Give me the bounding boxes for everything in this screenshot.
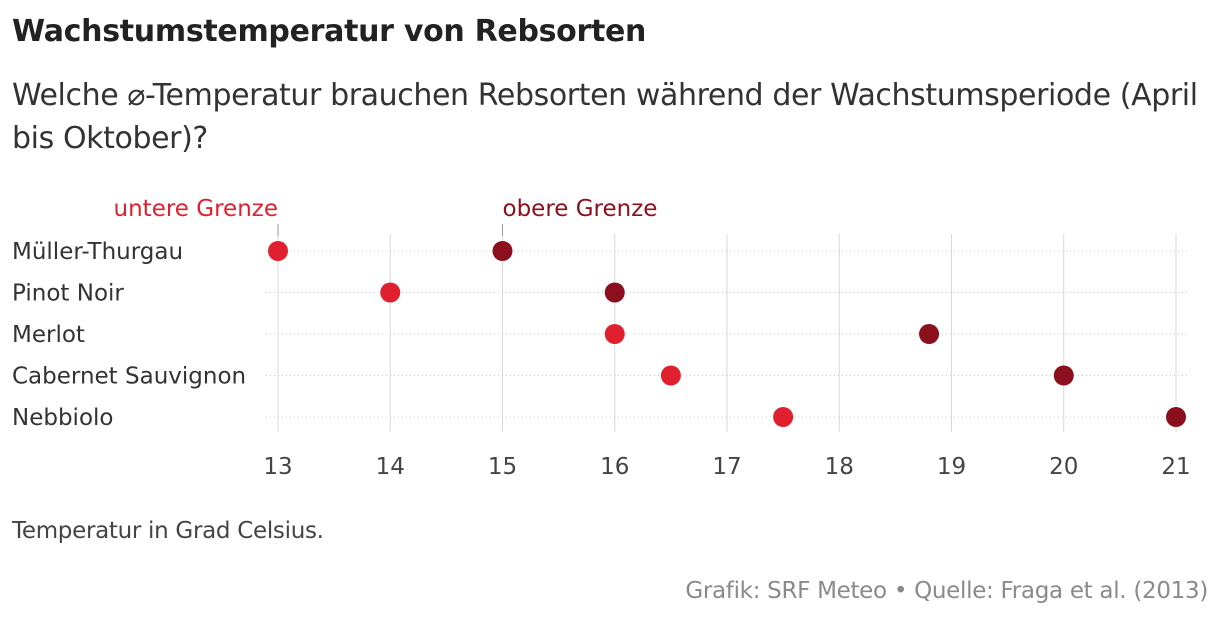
lower-bound-dot bbox=[604, 324, 625, 344]
lower-bound-dot bbox=[660, 365, 681, 386]
upper-bound-dot bbox=[604, 282, 625, 303]
x-tick-label: 14 bbox=[376, 454, 405, 480]
upper-bound-dot bbox=[492, 241, 513, 261]
x-tick-label: 19 bbox=[937, 454, 966, 480]
x-tick-label: 18 bbox=[825, 454, 854, 480]
x-tick-label: 20 bbox=[1049, 454, 1078, 480]
lower-bound-dot bbox=[773, 407, 794, 427]
x-tick-label: 21 bbox=[1161, 454, 1190, 480]
lower-bound-dot bbox=[268, 241, 288, 261]
upper-bound-dot bbox=[919, 324, 940, 344]
lower-bound-dot bbox=[380, 282, 401, 303]
upper-bound-dot bbox=[1166, 407, 1186, 427]
category-label: Cabernet Sauvignon bbox=[12, 364, 246, 390]
source-credit: Grafik: SRF Meteo • Quelle: Fraga et al.… bbox=[685, 578, 1208, 604]
legend-upper-label: obere Grenze bbox=[503, 196, 658, 222]
x-tick-label: 16 bbox=[600, 454, 629, 480]
upper-bound-dot bbox=[1053, 365, 1074, 386]
category-label: Nebbiolo bbox=[12, 405, 113, 431]
chart-title: Wachstumstemperatur von Rebsorten bbox=[12, 14, 647, 49]
axis-note: Temperatur in Grad Celsius. bbox=[12, 518, 324, 544]
x-tick-label: 13 bbox=[263, 454, 292, 480]
category-label: Müller-Thurgau bbox=[12, 239, 183, 265]
chart-subtitle: Welche ⌀-Temperatur brauchen Rebsorten w… bbox=[12, 78, 1198, 156]
category-label: Merlot bbox=[12, 322, 85, 348]
x-tick-label: 15 bbox=[488, 454, 517, 480]
legend-lower-label: untere Grenze bbox=[114, 196, 278, 222]
chart: 13 14 15 16 17 18 19 20 21 Müller-Thurgau Pinot No… bbox=[12, 196, 1191, 480]
x-tick-label: 17 bbox=[712, 454, 741, 480]
category-label: Pinot Noir bbox=[12, 281, 124, 307]
